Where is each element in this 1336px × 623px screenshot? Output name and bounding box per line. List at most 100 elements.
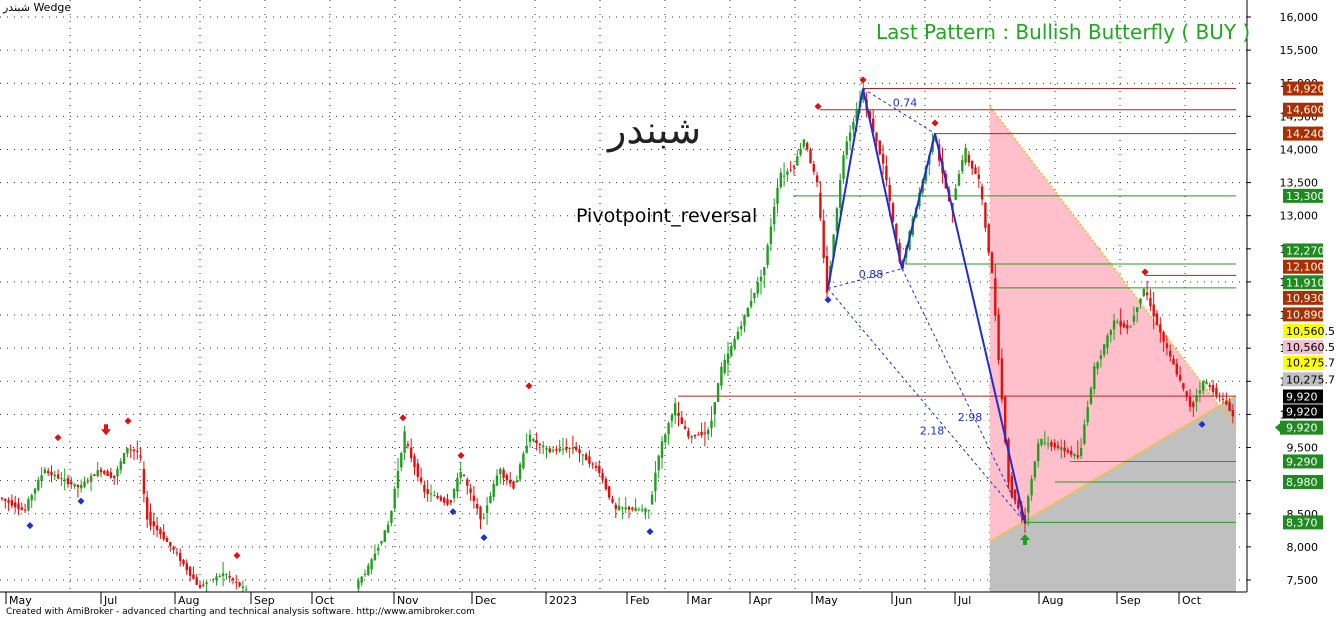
candle-body [1136, 307, 1139, 313]
price-label: 8,980 [1283, 474, 1323, 489]
candle-body [1145, 292, 1149, 296]
candle-body [235, 581, 238, 583]
candle-body [631, 507, 634, 510]
y-tick-label: 13,500 [1280, 177, 1319, 190]
price-label-box [1283, 404, 1323, 419]
candle-body [410, 447, 413, 459]
candle-body [812, 164, 815, 172]
price-label-box [1283, 290, 1323, 305]
candle-body [383, 530, 386, 542]
candle-body [690, 436, 693, 439]
candle-body [14, 502, 17, 508]
candle-body [822, 220, 825, 259]
candle-body [47, 470, 50, 474]
candle-body [957, 174, 961, 186]
candle-body [621, 507, 624, 509]
candle-body [406, 444, 410, 446]
candle-body [584, 454, 588, 461]
price-label: 14,240 [1283, 126, 1325, 141]
candle-body [446, 499, 449, 505]
peak-marker [814, 102, 822, 110]
candle-body [1192, 402, 1195, 407]
candle-body [30, 495, 33, 501]
candle-body [588, 456, 591, 464]
candle-body [179, 553, 182, 561]
candle-body [53, 474, 56, 477]
price-label-text: 9,920 [1286, 405, 1318, 418]
price-label-box [1283, 102, 1323, 117]
candle-body [855, 109, 858, 122]
candle-body [17, 503, 20, 510]
candle-body [598, 465, 601, 473]
candle-body [63, 479, 66, 482]
price-label-text: 13,300 [1286, 190, 1325, 203]
candle-body [674, 403, 677, 416]
candle-body [469, 488, 472, 493]
y-tick-label: 9,500 [1287, 442, 1319, 455]
candle-body [707, 429, 710, 435]
candle-body [862, 90, 865, 100]
price-label: 9,920 [1283, 389, 1323, 404]
price-label: 9,290 [1283, 454, 1323, 469]
x-tick-label: Oct [1182, 594, 1202, 607]
candle-body [954, 188, 957, 200]
candle-body [377, 548, 380, 551]
candle-body [997, 314, 1000, 361]
price-label-box [1283, 515, 1323, 530]
candle-body [545, 447, 548, 450]
wedge-shading [989, 105, 1237, 592]
price-label-box [1283, 474, 1323, 489]
candle-body [1165, 343, 1169, 349]
candle-body [964, 147, 967, 163]
candle-body [654, 472, 657, 492]
candle-body [390, 510, 393, 523]
candle-body [1053, 443, 1056, 448]
trough-marker [646, 528, 654, 536]
candle-body [809, 149, 812, 164]
price-label-text: 9,920 [1286, 422, 1318, 435]
candle-body [1149, 298, 1152, 307]
price-label: 10,275.7 [1283, 372, 1335, 387]
candle-body [505, 475, 509, 481]
candle-body [1043, 442, 1046, 444]
candle-body [1086, 407, 1089, 423]
candle-body [367, 565, 370, 575]
candle-body [83, 481, 86, 487]
ratio-label: 2.98 [958, 411, 983, 424]
candle-body [169, 542, 172, 546]
candle-body [815, 175, 819, 183]
candle-body [76, 485, 80, 488]
price-label-box [1283, 307, 1323, 322]
candle-body [1037, 443, 1040, 462]
y-tick-label: 8,000 [1287, 541, 1319, 554]
x-tick-label: May [815, 594, 838, 607]
candle-body [611, 498, 614, 503]
x-tick-label: Jun [894, 594, 912, 607]
candle-body [710, 420, 713, 428]
candle-body [878, 140, 881, 155]
candle-body [617, 505, 621, 511]
candle-body [1142, 288, 1145, 297]
peak-marker [525, 382, 533, 390]
candle-body [1066, 450, 1070, 453]
peak-marker [457, 451, 465, 459]
candle-body [1185, 391, 1188, 397]
candle-body [106, 471, 109, 476]
candle-body [40, 475, 43, 481]
candle-body [561, 448, 565, 450]
candle-body [1152, 304, 1155, 317]
peak-marker [399, 414, 407, 422]
candle-body [971, 160, 974, 169]
pivot-markers [26, 76, 1206, 559]
price-label: 14,600 [1283, 102, 1325, 117]
candle-body [1182, 383, 1185, 389]
candle-body [165, 538, 169, 542]
candle-body [720, 366, 723, 386]
price-label-box [1280, 420, 1323, 435]
candle-body [825, 256, 829, 293]
candle-body [885, 166, 888, 181]
candle-body [746, 307, 749, 317]
candle-body [192, 574, 195, 579]
candle-body [796, 156, 799, 166]
